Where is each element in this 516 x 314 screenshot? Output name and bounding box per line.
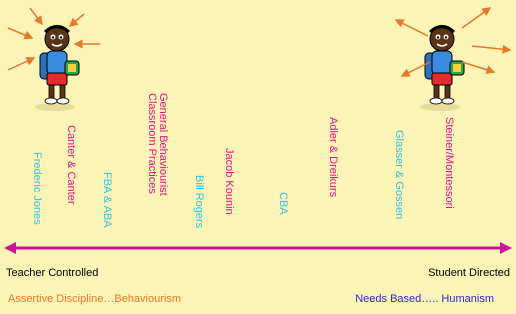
diagram: Teacher Controlled Student Directed Asse… [0,0,516,314]
approach-label: CBA [277,192,289,215]
approach-label: Steiner/Montessori [443,117,455,209]
approach-label: Canter & Canter [65,125,77,205]
approach-label: FBA & ABA [101,172,113,228]
approach-label: Jacob Kounin [223,148,235,215]
approach-label: Frederic Jones [31,152,43,225]
axis-right-label: Student Directed [428,267,510,279]
footer-right: Needs Based….. Humanism [355,293,494,305]
approach-label: Classroom Practices [146,93,158,194]
approach-label: Adler & Dreikurs [327,117,339,198]
footer-left: Assertive Discipline…Behaviourism [8,293,181,305]
axis-left-label: Teacher Controlled [6,267,98,279]
approach-label: Glasser & Gossen [393,130,405,219]
approach-label: Bill Rogers [193,175,205,229]
